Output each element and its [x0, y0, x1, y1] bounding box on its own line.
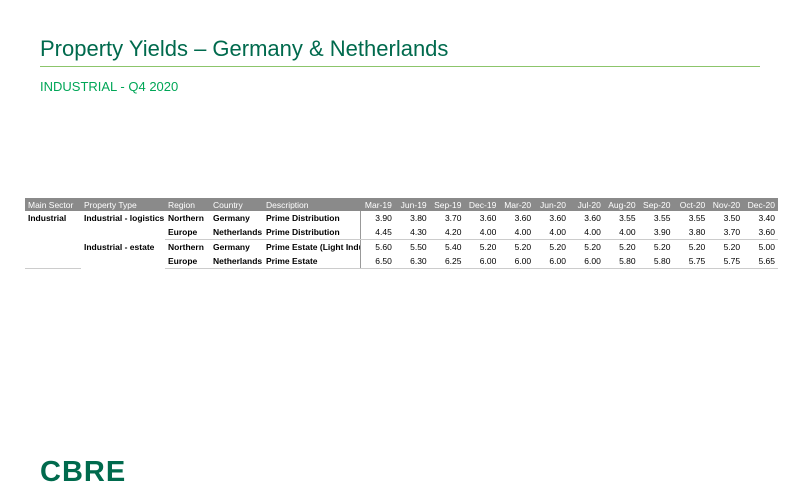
country-cell: Netherlands	[210, 225, 263, 240]
yield-cell: 3.90	[638, 225, 674, 240]
yield-cell: 3.40	[758, 213, 775, 223]
column-header: Dec-19	[464, 198, 500, 211]
yield-cell: 3.60	[549, 213, 566, 223]
column-header: Sep-19	[429, 198, 465, 211]
yield-cell: 5.75	[708, 254, 744, 269]
region-cell: Northern	[168, 242, 204, 252]
yield-cell: 4.00	[568, 225, 604, 240]
title: Property Yields – Germany & Netherlands	[40, 36, 449, 61]
yield-cell: 5.40	[444, 242, 462, 252]
country-cell: Germany	[213, 242, 250, 252]
yield-cell: 4.00	[464, 225, 500, 240]
yield-cell: 3.50	[723, 213, 741, 223]
yield-cell: 4.00	[534, 225, 569, 240]
subtitle: INDUSTRIAL - Q4 2020	[40, 79, 179, 94]
yield-cell: 6.00	[499, 254, 535, 269]
yield-cell: 5.20	[549, 242, 566, 252]
title-rule	[40, 66, 760, 67]
yield-cell: 5.20	[619, 242, 636, 252]
yield-cell: 3.80	[410, 213, 427, 223]
header-row: Main Sector Property Type Region Country Des…	[25, 198, 778, 211]
yield-cell: 6.25	[429, 254, 465, 269]
yield-cell: 5.60	[375, 242, 392, 252]
yield-cell: 3.70	[444, 213, 462, 223]
column-header: Jun-19	[394, 198, 430, 211]
description-cell: Prime Distribution	[263, 225, 361, 240]
column-header: Description	[263, 198, 360, 211]
yield-cell: 5.20	[479, 242, 497, 252]
data-row: Europe Netherlands Prime Estate 6.50 6.30 6.2…	[25, 254, 778, 269]
yield-cell: 3.90	[375, 213, 392, 223]
yield-cell: 3.60	[743, 225, 778, 240]
sector-cell: Industrial	[25, 211, 81, 269]
column-header: Region	[165, 198, 210, 211]
country-cell: Netherlands	[210, 254, 263, 269]
yield-cell: 5.20	[653, 242, 671, 252]
column-header: Country	[210, 198, 263, 211]
yield-cell: 3.80	[673, 225, 709, 240]
region-cell: Europe	[165, 254, 210, 269]
yield-cell: 5.00	[758, 242, 775, 252]
column-header: Mar-19	[360, 198, 395, 211]
column-header: Main Sector	[25, 198, 81, 211]
yield-cell: 5.20	[688, 242, 706, 252]
data-row: Industrial - estate Northern Germany Prime …	[25, 239, 778, 254]
yield-cell: 3.55	[619, 213, 636, 223]
column-header: Jul-20	[568, 198, 604, 211]
yield-cell: 6.30	[394, 254, 430, 269]
yield-cell: 5.80	[603, 254, 639, 269]
description-cell: Prime Distribution	[263, 211, 361, 225]
property-type-cell: Industrial - estate	[84, 241, 155, 252]
yield-cell: 6.50	[360, 254, 395, 269]
yield-cell: 3.70	[708, 225, 744, 240]
yield-cell: 6.00	[464, 254, 500, 269]
property-type-cell: Industrial - logistics	[84, 213, 165, 223]
column-header: Dec-20	[743, 198, 778, 211]
column-header: Aug-20	[603, 198, 639, 211]
column-header: Jun-20	[534, 198, 569, 211]
yield-cell: 5.50	[410, 242, 427, 252]
logo: CBRE	[40, 456, 127, 488]
column-header: Nov-20	[708, 198, 744, 211]
yield-cell: 4.20	[429, 225, 465, 240]
yield-cell: 6.00	[568, 254, 604, 269]
yield-cell: 3.60	[514, 213, 532, 223]
yield-cell: 5.65	[743, 254, 778, 269]
column-header: Property Type	[81, 198, 165, 211]
data-row: Europe Netherlands Prime Distribution 4.45 4…	[25, 225, 778, 240]
yield-cell: 3.55	[653, 213, 671, 223]
yield-cell: 5.80	[638, 254, 674, 269]
yield-cell: 3.60	[479, 213, 497, 223]
yield-cell: 4.45	[360, 225, 395, 240]
yield-cell: 3.60	[584, 213, 601, 223]
yield-cell: 4.30	[394, 225, 430, 240]
data-row: Industrial Industrial - logistics Northern…	[25, 211, 778, 269]
yields-table: Main Sector Property Type Region Country Des…	[25, 198, 778, 269]
column-header: Mar-20	[499, 198, 535, 211]
country-cell: Germany	[213, 213, 250, 223]
yield-cell: 4.00	[603, 225, 639, 240]
yield-cell: 5.20	[514, 242, 532, 252]
yield-cell: 5.75	[673, 254, 709, 269]
description-cell: Prime Estate (Light Indust..	[263, 239, 361, 254]
description-cell: Prime Estate	[263, 254, 361, 269]
yield-cell: 5.20	[723, 242, 741, 252]
column-header: Oct-20	[673, 198, 709, 211]
yield-cell: 5.20	[584, 242, 601, 252]
yield-cell: 6.00	[534, 254, 569, 269]
yield-cell: 3.55	[688, 213, 706, 223]
region-cell: Northern	[168, 213, 204, 223]
column-header: Sep-20	[638, 198, 674, 211]
region-cell: Europe	[165, 225, 210, 240]
yield-cell: 4.00	[499, 225, 535, 240]
